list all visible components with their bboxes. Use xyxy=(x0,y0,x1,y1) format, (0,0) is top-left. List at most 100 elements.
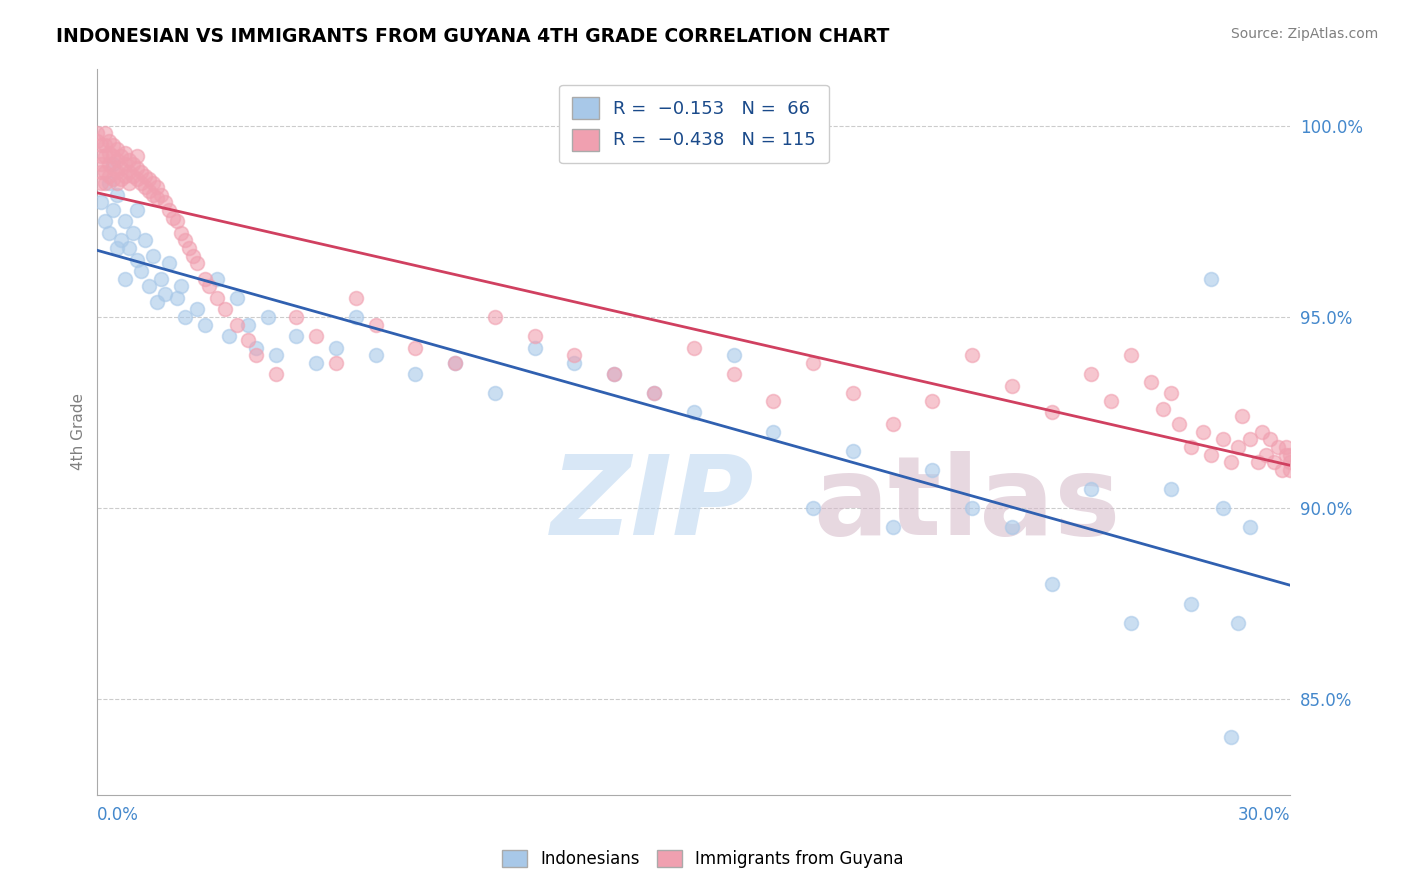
Point xyxy=(1199,271,1222,285)
Point xyxy=(103,157,125,171)
Point xyxy=(105,241,128,255)
Point xyxy=(364,348,387,362)
Point xyxy=(153,195,176,210)
Point xyxy=(98,134,121,148)
Point xyxy=(181,249,204,263)
Text: Source: ZipAtlas.com: Source: ZipAtlas.com xyxy=(1230,27,1378,41)
Point xyxy=(882,417,904,431)
Point xyxy=(1239,432,1261,446)
Point xyxy=(134,234,156,248)
Point xyxy=(105,187,128,202)
Point xyxy=(103,161,125,175)
Point xyxy=(118,164,141,178)
Point xyxy=(138,184,160,198)
Point xyxy=(1212,432,1234,446)
Point xyxy=(305,329,328,343)
Point xyxy=(146,191,169,205)
Point xyxy=(122,226,145,240)
Point xyxy=(1232,409,1254,424)
Point xyxy=(1251,425,1274,439)
Point xyxy=(142,249,165,263)
Point xyxy=(723,368,745,382)
Point xyxy=(173,310,195,324)
Point xyxy=(157,202,180,217)
Point xyxy=(98,176,121,190)
Point xyxy=(129,164,152,178)
Y-axis label: 4th Grade: 4th Grade xyxy=(72,393,86,470)
Point xyxy=(723,348,745,362)
Point xyxy=(1271,463,1294,477)
Point xyxy=(1219,731,1241,745)
Point xyxy=(484,310,506,324)
Point xyxy=(157,256,180,270)
Point xyxy=(1239,520,1261,534)
Point xyxy=(1219,455,1241,469)
Point xyxy=(1199,448,1222,462)
Point xyxy=(103,202,125,217)
Point xyxy=(114,271,136,285)
Point xyxy=(1258,432,1281,446)
Point xyxy=(344,310,367,324)
Point xyxy=(1080,482,1102,496)
Point xyxy=(225,318,247,332)
Point xyxy=(1247,455,1270,469)
Point xyxy=(643,386,665,401)
Point xyxy=(122,169,145,183)
Point xyxy=(205,271,228,285)
Point xyxy=(170,279,193,293)
Point xyxy=(325,341,347,355)
Point xyxy=(134,180,156,194)
Point xyxy=(214,302,236,317)
Point xyxy=(194,271,217,285)
Point xyxy=(1167,417,1189,431)
Point xyxy=(1227,440,1250,454)
Point xyxy=(110,172,132,186)
Point xyxy=(921,394,943,409)
Point xyxy=(105,176,128,190)
Point xyxy=(1279,455,1302,469)
Point xyxy=(162,211,184,225)
Point xyxy=(110,234,132,248)
Point xyxy=(166,214,188,228)
Point xyxy=(603,368,626,382)
Point xyxy=(1160,482,1182,496)
Point xyxy=(364,318,387,332)
Point xyxy=(127,149,149,163)
Text: INDONESIAN VS IMMIGRANTS FROM GUYANA 4TH GRADE CORRELATION CHART: INDONESIAN VS IMMIGRANTS FROM GUYANA 4TH… xyxy=(56,27,890,45)
Point xyxy=(960,348,983,362)
Point xyxy=(149,187,172,202)
Point xyxy=(90,157,112,171)
Point xyxy=(1267,440,1289,454)
Point xyxy=(129,176,152,190)
Point xyxy=(138,172,160,186)
Point xyxy=(103,172,125,186)
Point xyxy=(285,329,308,343)
Point xyxy=(173,234,195,248)
Point xyxy=(127,252,149,267)
Point xyxy=(1180,440,1202,454)
Point xyxy=(103,149,125,163)
Point xyxy=(186,302,208,317)
Point xyxy=(238,333,260,347)
Point xyxy=(105,142,128,156)
Point xyxy=(1279,448,1302,462)
Point xyxy=(682,341,704,355)
Point xyxy=(1180,597,1202,611)
Point xyxy=(114,157,136,171)
Point xyxy=(344,291,367,305)
Point xyxy=(118,153,141,168)
Point xyxy=(257,310,280,324)
Point xyxy=(285,310,308,324)
Point xyxy=(98,145,121,160)
Point xyxy=(1275,440,1298,454)
Point xyxy=(1191,425,1213,439)
Point xyxy=(921,463,943,477)
Point xyxy=(305,356,328,370)
Point xyxy=(94,214,117,228)
Point xyxy=(98,226,121,240)
Point xyxy=(134,169,156,183)
Point xyxy=(90,138,112,153)
Point xyxy=(86,134,108,148)
Point xyxy=(1119,615,1142,630)
Point xyxy=(98,169,121,183)
